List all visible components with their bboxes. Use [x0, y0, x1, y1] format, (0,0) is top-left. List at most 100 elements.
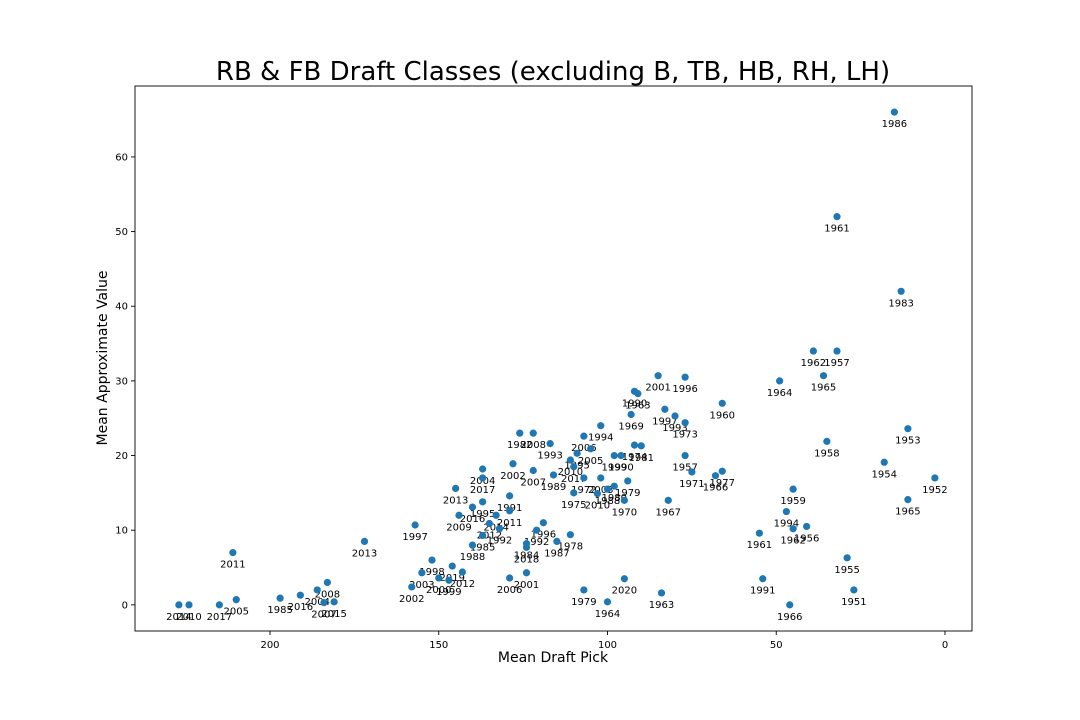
data-point	[546, 440, 554, 448]
point-label: 1961	[747, 540, 772, 551]
point-label: 2012	[477, 530, 502, 541]
data-point	[850, 586, 858, 594]
data-point	[637, 442, 645, 450]
data-point	[624, 477, 632, 485]
y-axis-label: Mean Approximate Value	[95, 271, 111, 446]
data-point	[630, 441, 639, 449]
y-tick-label: 50	[115, 227, 128, 238]
data-point	[634, 389, 642, 398]
data-point	[580, 586, 588, 594]
data-point	[411, 521, 419, 529]
data-point	[620, 575, 628, 583]
data-point	[833, 347, 841, 355]
point-label: 2001	[645, 383, 670, 394]
point-label: 1963	[649, 600, 674, 611]
point-label: 1962	[801, 358, 826, 369]
point-label: 1964	[767, 388, 792, 399]
data-point	[654, 372, 662, 380]
data-point	[408, 583, 416, 591]
y-tick-label: 10	[115, 526, 128, 537]
data-point	[458, 568, 466, 576]
data-point	[823, 437, 831, 445]
data-point	[313, 586, 321, 594]
data-point	[495, 525, 504, 533]
point-label: 1998	[419, 567, 444, 578]
data-point	[566, 456, 574, 464]
point-label: 2018	[514, 554, 539, 565]
point-label: 1966	[703, 483, 728, 494]
y-tick-label: 60	[115, 152, 128, 163]
data-point	[479, 531, 487, 540]
point-label: 2004	[305, 597, 330, 608]
point-label: 2010	[585, 501, 610, 512]
point-label: 1963	[625, 401, 650, 412]
point-label: 2009	[446, 522, 471, 533]
data-point	[610, 482, 618, 490]
point-label: 2017	[561, 474, 586, 485]
data-point	[175, 601, 183, 609]
point-label: 2003	[588, 485, 613, 496]
data-point	[681, 419, 689, 427]
point-label: 1964	[595, 609, 620, 620]
data-point	[786, 601, 794, 609]
point-label: 1999	[602, 463, 627, 474]
point-label: 1965	[895, 507, 920, 518]
data-point	[276, 594, 284, 602]
chart-title: RB & FB Draft Classes (excluding B, TB, …	[216, 57, 890, 87]
data-point	[215, 601, 223, 609]
point-label: 2010	[558, 467, 583, 478]
point-label: 1995	[470, 509, 495, 520]
data-point	[185, 601, 193, 609]
point-label: 1967	[656, 507, 681, 518]
point-label: 1989	[541, 482, 566, 493]
point-label: 1980	[602, 493, 627, 504]
point-label: 1971	[679, 479, 704, 490]
data-point	[782, 507, 790, 516]
y-tick-label: 30	[115, 376, 128, 387]
point-label: 1956	[794, 533, 819, 544]
data-point	[296, 591, 304, 599]
data-point	[448, 562, 456, 570]
point-label: 1975	[561, 500, 586, 511]
point-label: 1981	[629, 453, 654, 464]
x-tick-label: 200	[260, 640, 279, 651]
data-point	[529, 429, 537, 437]
data-point	[776, 377, 784, 385]
point-label: 1961	[824, 224, 849, 235]
data-point	[931, 474, 939, 482]
data-point	[435, 574, 443, 582]
data-point	[479, 498, 487, 506]
point-label: 1992	[524, 537, 549, 548]
data-point	[320, 599, 328, 607]
point-label: 2019	[440, 573, 465, 584]
point-label: 1985	[470, 542, 495, 553]
point-label: 1970	[612, 507, 637, 518]
point-label: 1957	[672, 463, 697, 474]
point-label: 2002	[500, 471, 525, 482]
data-point	[718, 467, 726, 475]
point-label: 2015	[321, 609, 346, 620]
data-point	[681, 373, 689, 381]
data-point	[553, 537, 561, 546]
data-point	[603, 598, 612, 606]
data-point	[880, 458, 888, 466]
point-label: 1954	[872, 469, 897, 480]
point-label: 1974	[622, 452, 647, 463]
point-label: 1983	[888, 298, 913, 309]
point-label: 2005	[578, 456, 603, 467]
point-label: 1953	[895, 436, 920, 447]
point-label: 1997	[402, 532, 427, 543]
data-point	[452, 484, 460, 493]
point-label: 2001	[514, 580, 539, 591]
point-label: 2008	[521, 440, 546, 451]
point-label: 1994	[774, 519, 799, 530]
point-label: 1987	[544, 548, 569, 559]
data-point	[661, 405, 669, 413]
x-tick-label: 150	[429, 640, 448, 651]
point-label: 1979	[615, 488, 640, 499]
data-point	[904, 425, 912, 433]
point-label: 1960	[710, 410, 735, 421]
